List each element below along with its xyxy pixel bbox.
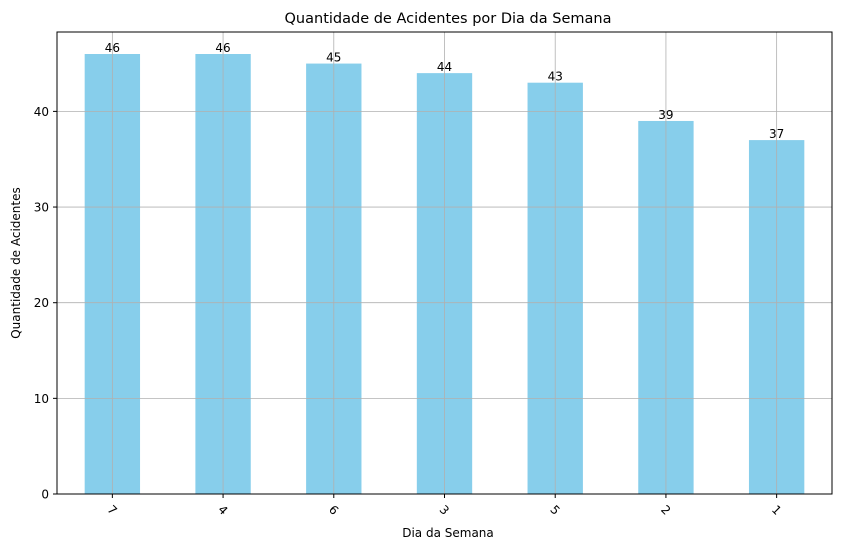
data-labels: 46 46 45 44 43 39 37	[105, 41, 785, 141]
chart-title: Quantidade de Acidentes por Dia da Seman…	[285, 11, 612, 27]
bar-value-label: 39	[658, 108, 673, 122]
x-tick-label: 1	[769, 503, 784, 518]
x-tick-label: 4	[215, 503, 230, 518]
grid-lines	[57, 32, 832, 495]
bar-value-label: 43	[548, 70, 563, 84]
x-axis-ticks: 7 4 6 3 5 2 1	[105, 494, 784, 518]
x-tick-label: 5	[547, 503, 562, 518]
y-tick-label: 30	[34, 201, 49, 215]
x-tick-label: 3	[437, 503, 452, 518]
x-tick-label: 2	[658, 503, 673, 518]
bar-value-label: 45	[326, 51, 341, 65]
y-axis-label: Quantidade de Acidentes	[9, 187, 23, 339]
bar-value-label: 46	[105, 41, 120, 55]
y-tick-label: 40	[34, 105, 49, 119]
x-axis-label: Dia da Semana	[402, 526, 494, 540]
bar-value-label: 44	[437, 60, 452, 74]
x-tick-label: 7	[105, 503, 120, 518]
y-axis-ticks: 0 10 20 30 40	[34, 105, 57, 502]
y-tick-label: 20	[34, 296, 49, 310]
bar-value-label: 46	[215, 41, 230, 55]
y-tick-label: 10	[34, 392, 49, 406]
y-tick-label: 0	[41, 488, 49, 502]
x-tick-label: 6	[326, 503, 341, 518]
bar-value-label: 37	[769, 127, 784, 141]
